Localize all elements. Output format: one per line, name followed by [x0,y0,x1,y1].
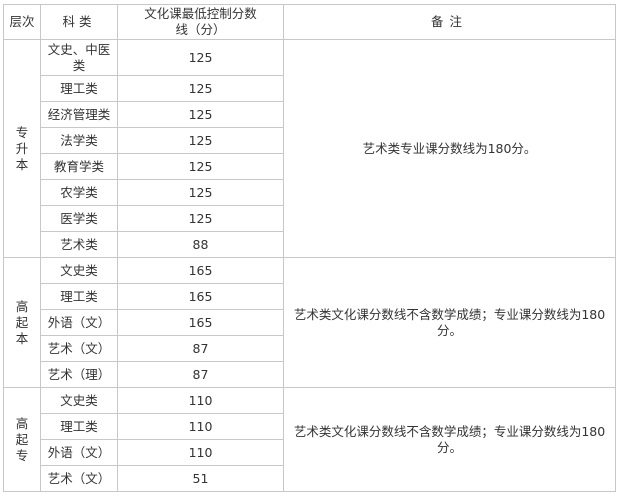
category-cell: 艺术（文） [40,465,118,492]
category-cell: 艺术（理） [40,361,118,388]
category-cell: 艺术类 [40,231,118,258]
table-row: 理工类 165 [4,283,616,310]
category-cell: 外语（文） [40,439,118,466]
category-cell: 艺术（文） [40,335,118,362]
note-cell: 艺术类专业课分数线为180分。 [283,39,616,258]
table-row: 艺术（文） 51 [4,465,616,492]
score-cell: 125 [117,127,284,154]
category-cell: 法学类 [40,127,118,154]
score-cell: 87 [117,335,284,362]
level-cell: 专升本 [3,39,41,258]
table-row: 农学类 125 [4,179,616,206]
score-cell: 125 [117,179,284,206]
table-row: 艺术（文） 87 [4,335,616,362]
score-cell: 125 [117,101,284,128]
category-cell: 理工类 [40,75,118,102]
score-cell: 165 [117,309,284,336]
level-cell: 高起本 [3,257,41,388]
score-cell: 165 [117,257,284,284]
table-row: 高起专 文史类 110 艺术类文化课分数线不含数学成绩；专业课分数线为180分。 [3,387,616,492]
score-cell: 87 [117,361,284,388]
header-level: 层次 [3,4,41,40]
category-cell: 理工类 [40,283,118,310]
score-cell: 125 [117,205,284,232]
score-table: 层次 科类 文化课最低控制分数线（分） 备注 专升本 文史、中医类 125 艺术类专业… [3,4,616,492]
header-score: 文化课最低控制分数线（分） [117,4,284,40]
score-cell: 125 [117,39,284,76]
score-cell: 88 [117,231,284,258]
category-cell: 经济管理类 [40,101,118,128]
category-cell: 文史类 [40,257,118,284]
table-row: 专升本 文史、中医类 125 艺术类专业课分数线为180分。 [3,39,616,258]
score-cell: 110 [117,413,284,440]
category-cell: 外语（文） [40,309,118,336]
score-cell: 51 [117,465,284,492]
category-cell: 理工类 [40,413,118,440]
header-row: 层次 科类 文化课最低控制分数线（分） 备注 [3,4,616,40]
score-cell: 125 [117,153,284,180]
table-row: 法学类 125 [4,127,616,154]
score-cell: 125 [117,75,284,102]
table-row: 经济管理类 125 [4,101,616,128]
category-cell: 文史类 [40,387,118,414]
level-cell: 高起专 [3,387,41,492]
category-cell: 农学类 [40,179,118,206]
score-cell: 165 [117,283,284,310]
category-cell: 教育学类 [40,153,118,180]
note-cell: 艺术类文化课分数线不含数学成绩；专业课分数线为180分。 [283,387,616,492]
table-row: 理工类 110 [4,413,616,440]
table-row: 教育学类 125 [4,153,616,180]
category-cell: 医学类 [40,205,118,232]
table-row: 理工类 125 [4,75,616,102]
table-row: 艺术类 88 [4,231,616,258]
score-cell: 110 [117,439,284,466]
category-cell: 文史、中医类 [40,39,118,76]
header-category: 科类 [40,4,118,40]
header-note: 备注 [283,4,616,40]
score-cell: 110 [117,387,284,414]
table-row: 外语（文） 110 [4,439,616,466]
table-row: 高起本 文史类 165 艺术类文化课分数线不含数学成绩；专业课分数线为180分。 [3,257,616,388]
note-cell: 艺术类文化课分数线不含数学成绩；专业课分数线为180分。 [283,257,616,388]
table-row: 医学类 125 [4,205,616,232]
